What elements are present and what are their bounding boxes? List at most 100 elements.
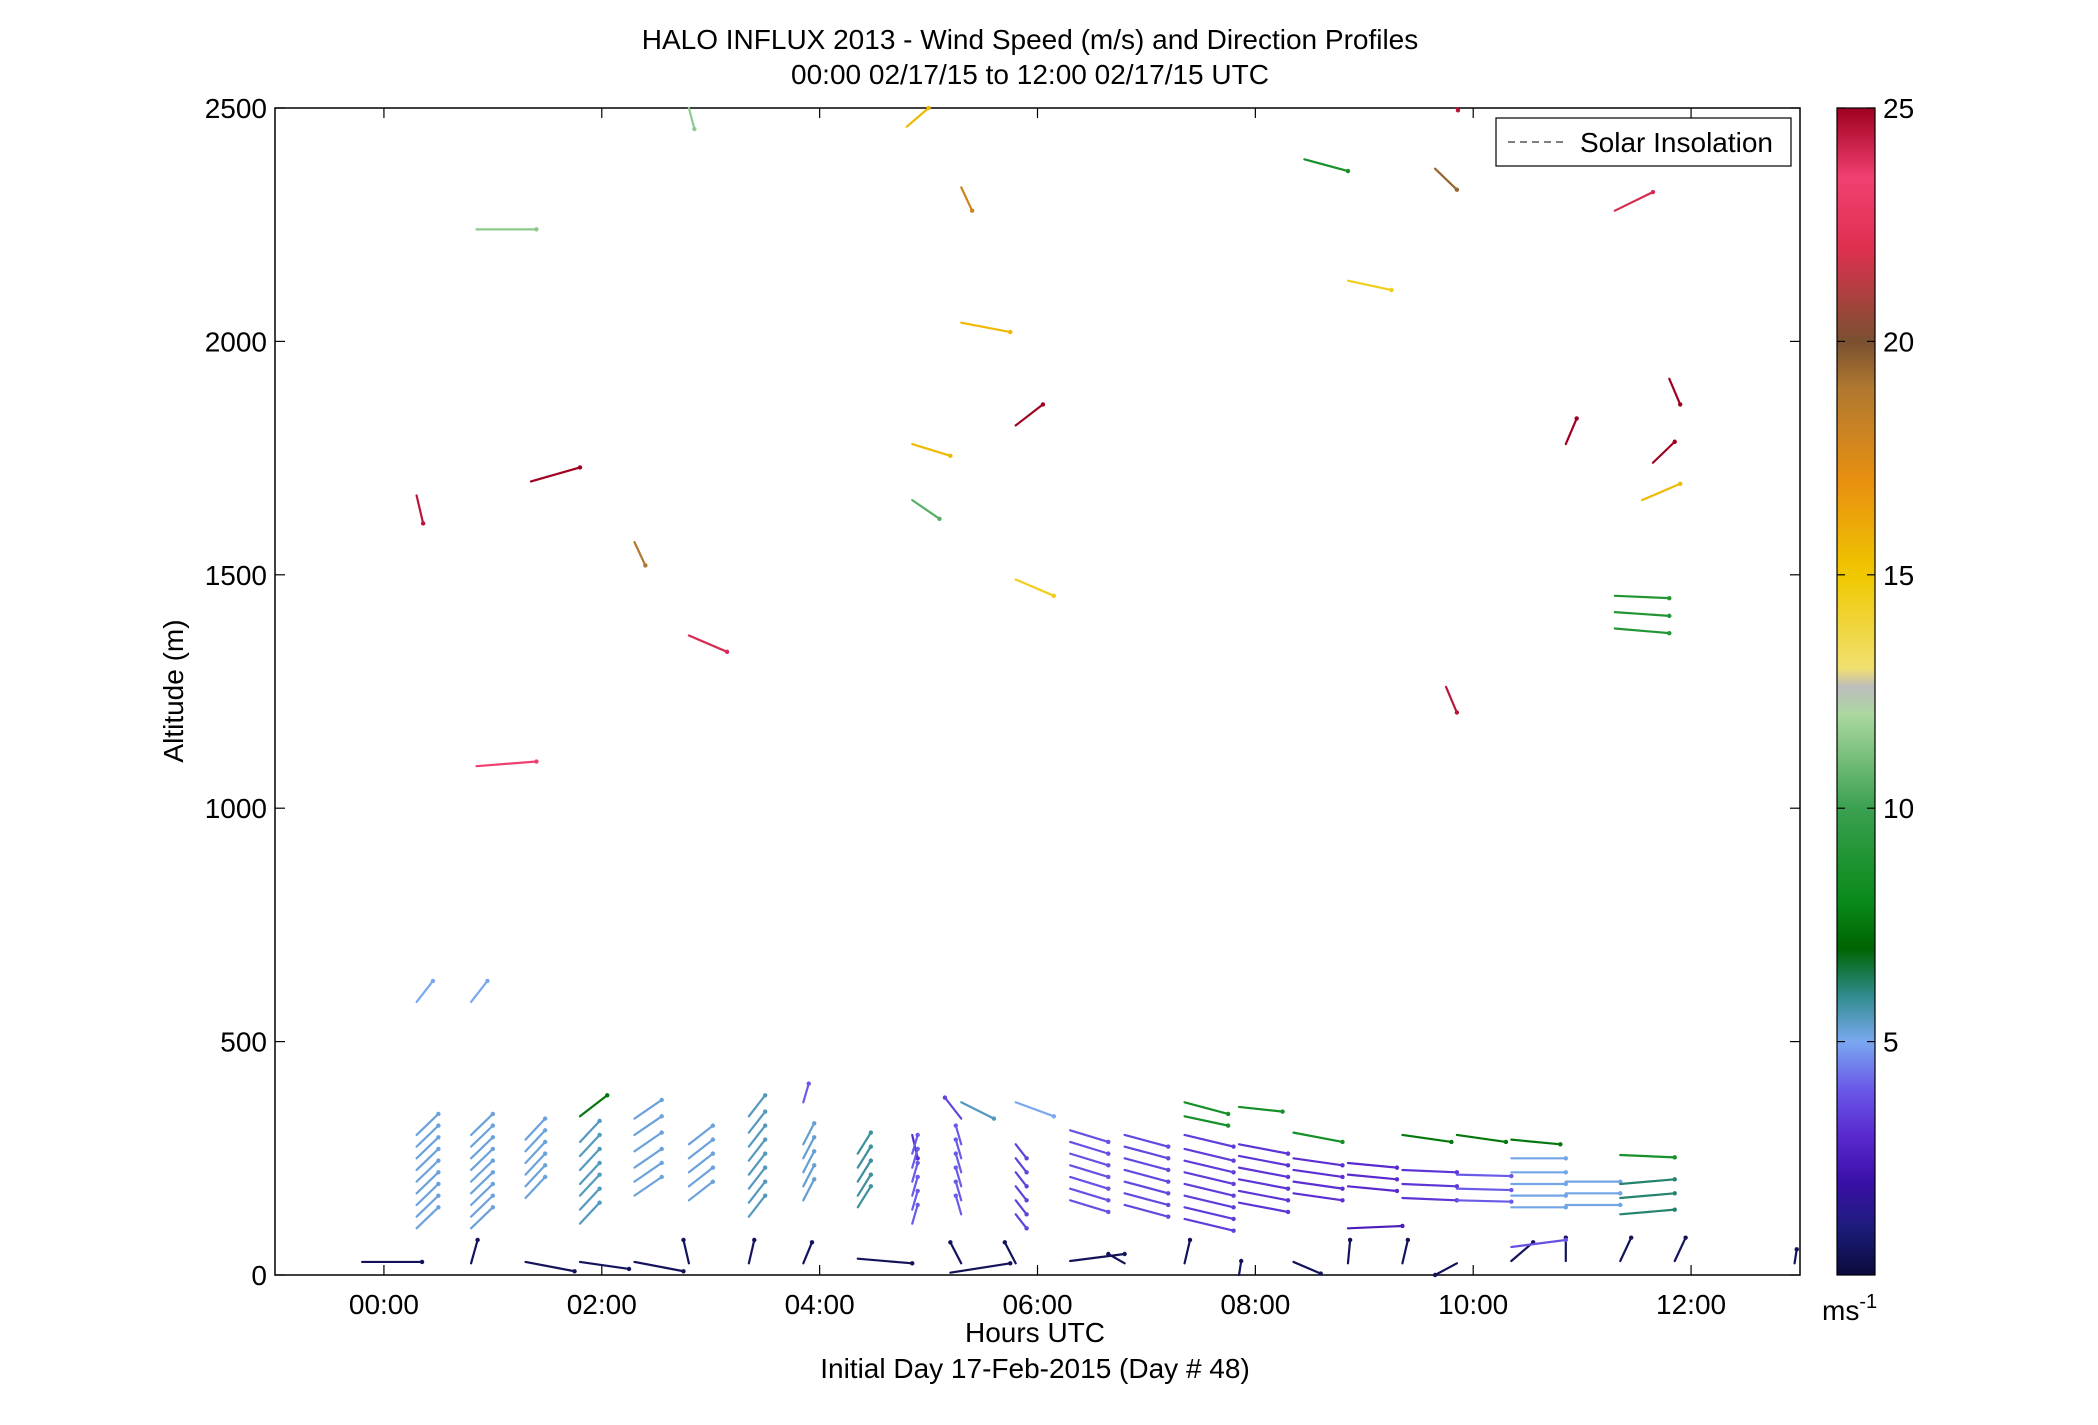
wind-vector: [1123, 1133, 1170, 1148]
wind-vector: [1292, 1131, 1344, 1144]
wind-vector: [524, 1260, 576, 1273]
wind-vector: [1455, 1199, 1513, 1203]
wind-vector: [469, 1124, 494, 1148]
wind-vector-head: [1454, 1184, 1460, 1189]
wind-vector: [911, 1161, 919, 1183]
x-axis: 00:00 02:00 04:00 06:00 08:00 10:00 12:00: [349, 108, 1726, 1320]
wind-vector: [1014, 1185, 1028, 1202]
wind-vector: [524, 1152, 547, 1176]
wind-vector-head: [762, 1109, 768, 1114]
wind-vector: [1401, 1133, 1453, 1144]
wind-vector: [802, 1241, 814, 1265]
wind-vector-head: [1558, 1142, 1563, 1147]
wind-vector: [911, 499, 941, 520]
wind-vector: [747, 1152, 767, 1176]
wind-vector-head: [1454, 1170, 1460, 1175]
wind-vector: [469, 1171, 494, 1195]
wind-vector-head: [1454, 187, 1460, 192]
wind-vector: [1613, 611, 1671, 617]
wind-vector: [1346, 1185, 1399, 1193]
wind-vector: [633, 1115, 663, 1137]
wind-vector-head: [475, 1237, 480, 1243]
wind-vector-head: [811, 1149, 817, 1154]
wind-vector: [802, 1136, 816, 1160]
wind-vector: [415, 494, 425, 525]
wind-vector-head: [915, 1188, 920, 1194]
colorbar-unit-label: ms-1: [1822, 1291, 1877, 1326]
wind-vector-head: [937, 516, 942, 521]
wind-vector: [1069, 1175, 1110, 1190]
wind-vector-head: [915, 1146, 920, 1152]
wind-vector-head: [490, 1193, 496, 1198]
wind-vector: [415, 1136, 440, 1160]
wind-vector: [469, 1206, 494, 1230]
wind-vector: [1292, 1260, 1322, 1275]
wind-vector-head: [1285, 1174, 1291, 1180]
wind-vector-head: [1231, 1228, 1236, 1233]
wind-vector-head: [991, 1116, 997, 1121]
wind-vector: [415, 1194, 440, 1218]
wind-vector-head: [1051, 1114, 1057, 1119]
wind-vector-head: [1008, 329, 1013, 335]
wind-vector-head: [1449, 1139, 1454, 1145]
wind-vector: [1014, 1157, 1028, 1174]
wind-vector: [747, 1166, 767, 1190]
wind-vector: [687, 1138, 714, 1160]
wind-vector-head: [1166, 1156, 1171, 1161]
wind-vector: [954, 1166, 963, 1188]
wind-vector: [633, 1175, 663, 1197]
wind-vector-head: [490, 1146, 496, 1152]
wind-vector: [1613, 594, 1671, 600]
wind-vector-head: [953, 1193, 959, 1198]
wind-vector: [802, 1082, 810, 1104]
wind-vector: [1183, 1194, 1235, 1209]
wind-vector-head: [915, 1156, 920, 1161]
wind-vector: [911, 1147, 919, 1169]
wind-vector-head: [1166, 1144, 1171, 1149]
wind-vector-head: [597, 1118, 602, 1124]
wind-vector-head: [811, 1177, 817, 1182]
wind-vector-head: [868, 1172, 874, 1177]
wind-vector: [1069, 1187, 1110, 1202]
wind-vector-head: [597, 1132, 602, 1138]
wind-vector: [1183, 1171, 1235, 1186]
wind-vector-head: [1672, 1191, 1677, 1196]
wind-vector: [469, 979, 489, 1004]
y-tick-label: 0: [251, 1260, 267, 1291]
wind-vector: [1123, 1168, 1170, 1183]
wind-vector: [802, 1122, 816, 1146]
wind-vector: [1346, 1238, 1352, 1265]
wind-vector: [1237, 1259, 1243, 1277]
wind-vector-head: [1166, 1202, 1171, 1208]
wind-vector: [1668, 377, 1682, 406]
wind-vector-head: [1677, 402, 1683, 407]
wind-vector: [1619, 1208, 1676, 1216]
wind-vector-head: [597, 1200, 602, 1205]
wind-vector: [469, 1159, 494, 1183]
wind-vector: [1123, 1192, 1170, 1207]
wind-vector: [1237, 1143, 1290, 1155]
wind-vector-head: [1574, 416, 1579, 421]
wind-vector-head: [1618, 1179, 1623, 1184]
wind-vector: [1401, 1238, 1409, 1265]
wind-vector: [1003, 1241, 1017, 1265]
wind-vector-head: [681, 1237, 686, 1243]
wind-vector: [524, 1129, 547, 1153]
wind-vector-head: [1285, 1186, 1291, 1191]
wind-vector: [1619, 1178, 1676, 1186]
wind-vector: [747, 1180, 767, 1204]
wind-vector-head: [710, 1151, 716, 1156]
wind-vector-head: [597, 1160, 602, 1166]
wind-vector: [1237, 1105, 1284, 1113]
wind-vector-head: [1122, 1251, 1127, 1257]
wind-vector: [469, 1182, 494, 1207]
wind-vector-head: [542, 1139, 548, 1145]
wind-vector: [856, 1159, 872, 1183]
wind-vector: [954, 1124, 963, 1146]
wind-vector: [1401, 1196, 1458, 1202]
wind-vector: [1183, 1147, 1235, 1162]
wind-vector-head: [710, 1165, 716, 1170]
wind-vector-head: [942, 1095, 948, 1100]
wind-vector-head: [572, 1269, 577, 1274]
wind-vector-head: [710, 1137, 716, 1142]
